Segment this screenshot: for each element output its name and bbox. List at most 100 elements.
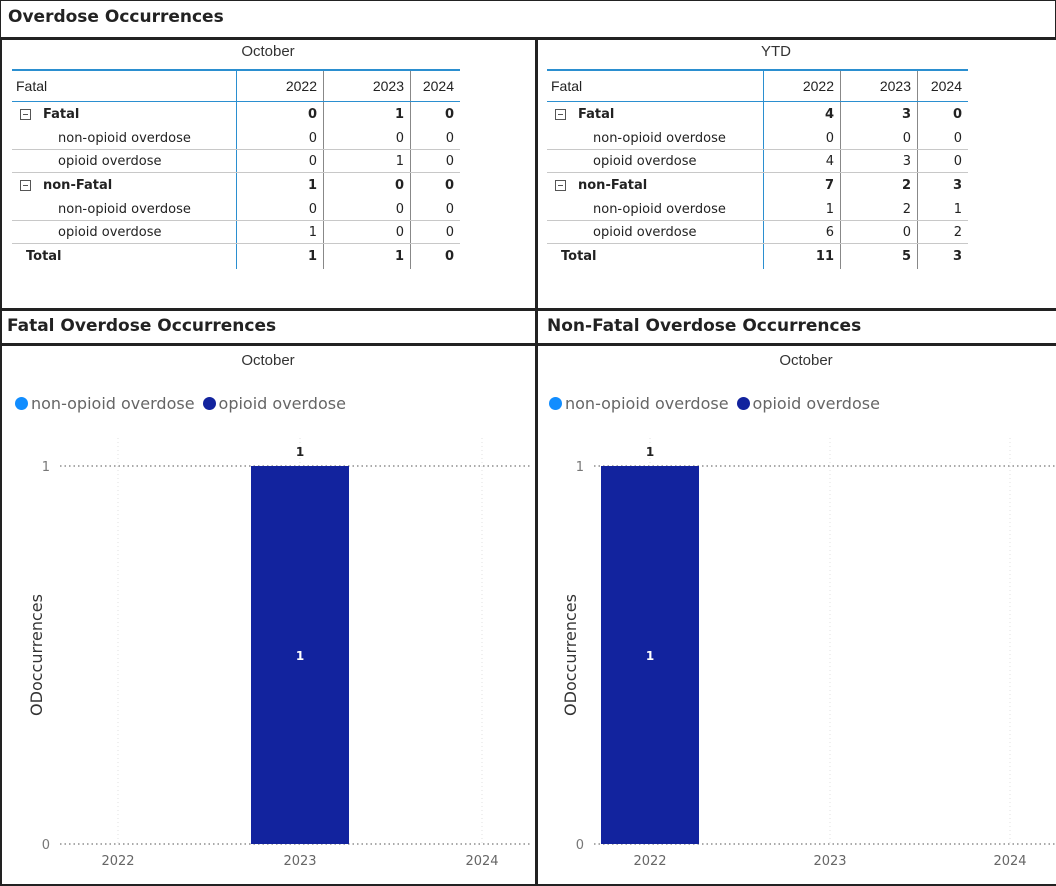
collapse-icon[interactable] [555,109,566,120]
fatal-chart-plot: 0 1 ODoccurrences 2022 1 1 2023 2024 [27,438,530,869]
value-cell: 0 [444,107,454,122]
row-header: Fatal [12,69,237,102]
row-label: opioid overdose [12,220,237,244]
total-label: Total [12,243,237,269]
value-cell: 0 [323,127,411,150]
legend-label: non-opioid overdose [31,394,195,413]
table-row: non-opioid overdose 1 2 1 [547,198,968,221]
total-cell: 1 [236,243,324,269]
value-cell: 0 [323,220,411,244]
row-header: Fatal [547,69,764,102]
y-tick-label: 1 [576,460,584,475]
value-cell: 0 [236,149,324,173]
october-matrix-table: Fatal 2022 2023 2024 Fatal 0 1 0 non-opi… [12,69,460,269]
value-cell: 0 [410,149,460,173]
value-cell: 1 [323,149,411,173]
y-tick-label: 1 [42,460,50,475]
collapse-icon[interactable] [20,180,31,191]
value-cell: 0 [952,107,962,122]
value-cell: 1 [917,198,968,221]
nonfatal-chart-legend: non-opioid overdose opioid overdose [549,394,888,413]
value-cell: 6 [763,220,841,244]
row-label: non-opioid overdose [547,127,764,150]
legend-item-non-opioid[interactable]: non-opioid overdose [549,394,729,413]
group-row-nonfatal: non-Fatal 7 2 3 [547,172,968,198]
x-tick-label: 2023 [813,854,846,869]
collapse-icon[interactable] [20,109,31,120]
value-cell: 0 [763,127,841,150]
row-label: opioid overdose [547,149,764,173]
table-row: opioid overdose 1 0 0 [12,220,460,244]
group-label-cell[interactable]: Fatal [547,101,764,127]
group-row-nonfatal: non-Fatal 1 0 0 [12,172,460,198]
col-header-2023: 2023 [840,69,918,102]
left-border [0,37,2,886]
group-label-cell[interactable]: non-Fatal [547,172,764,198]
table-row: opioid overdose 4 3 0 [547,149,968,173]
table-header-row: Fatal 2022 2023 2024 [547,69,968,102]
table-row: opioid overdose 6 0 2 [547,220,968,244]
table-row: non-opioid overdose 0 0 0 [547,127,968,150]
bar-data-label: 1 [646,649,654,663]
value-cell: 4 [763,101,841,127]
bar-data-label: 1 [296,649,304,663]
row-label: opioid overdose [547,220,764,244]
bar-opioid-overdose [601,466,699,844]
group-label-cell[interactable]: non-Fatal [12,172,237,198]
total-data-label: 1 [296,445,304,459]
col-header-2024: 2024 [917,69,968,102]
ytd-matrix-table: Fatal 2022 2023 2024 Fatal 4 3 0 non-opi… [547,69,968,269]
col-header-2022: 2022 [763,69,841,102]
legend-item-opioid[interactable]: opioid overdose [202,394,346,413]
group-row-fatal: Fatal 4 3 0 [547,101,968,127]
total-cell: 5 [840,243,918,269]
value-cell: 1 [236,172,324,198]
value-cell: 0 [410,198,460,221]
fatal-chart-title: October [241,352,295,369]
row-label: opioid overdose [12,149,237,173]
value-cell: 0 [410,127,460,150]
legend-item-opioid[interactable]: opioid overdose [736,394,880,413]
x-tick-label: 2022 [101,854,134,869]
value-cell: 0 [917,149,968,173]
mid-divider [0,308,1056,311]
collapse-icon[interactable] [555,180,566,191]
group-label: non-Fatal [578,178,648,193]
group-label: Fatal [43,107,80,122]
y-tick-label: 0 [576,838,584,853]
bar-opioid-overdose [251,466,349,844]
y-tick-label: 0 [42,838,50,853]
legend-dot-icon [736,397,750,410]
y-axis-label: ODoccurrences [27,594,46,716]
legend-label: opioid overdose [752,394,880,413]
row-label: non-opioid overdose [547,198,764,221]
legend-label: non-opioid overdose [565,394,729,413]
bottom-border [0,884,1056,886]
group-label: non-Fatal [43,178,113,193]
right-table-caption: YTD [761,43,791,60]
group-label-cell[interactable]: Fatal [12,101,237,127]
total-cell: 3 [952,249,962,264]
center-divider [535,37,538,886]
total-row: Total 11 5 3 [547,243,968,269]
legend-dot-icon [15,397,28,410]
total-cell: 11 [763,243,841,269]
total-row: Total 1 1 0 [12,243,460,269]
value-cell: 1 [236,220,324,244]
y-axis-label: ODoccurrences [561,594,580,716]
left-table-caption: October [241,43,295,60]
table-row: non-opioid overdose 0 0 0 [12,198,460,221]
header-divider [0,37,1056,40]
value-cell: 7 [763,172,841,198]
table-row: opioid overdose 0 1 0 [12,149,460,173]
legend-item-non-opioid[interactable]: non-opioid overdose [15,394,195,413]
nonfatal-chart-plot: 0 1 ODoccurrences 1 1 2022 2023 2024 [561,438,1056,869]
value-cell: 3 [840,149,918,173]
legend-label: opioid overdose [218,394,346,413]
table-header-row: Fatal 2022 2023 2024 [12,69,460,102]
legend-dot-icon [549,397,562,410]
value-cell: 0 [840,127,918,150]
value-cell: 0 [236,198,324,221]
col-header-2024: 2024 [410,69,460,102]
charts-header-divider [0,343,1056,346]
